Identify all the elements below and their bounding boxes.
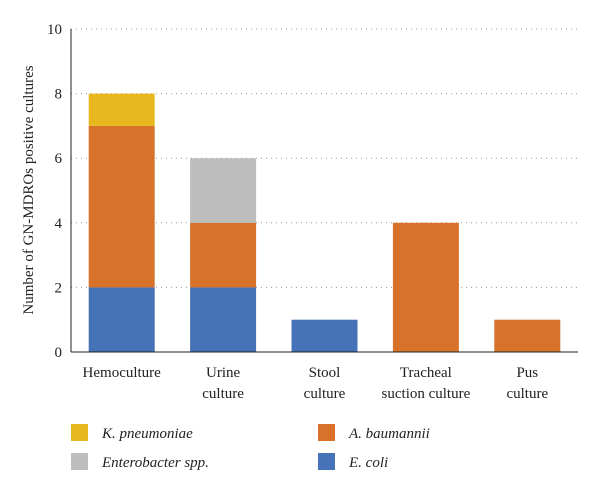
- legend-swatch-k-pneumoniae: [71, 424, 88, 441]
- axes: [70, 29, 578, 353]
- y-tick-label-1: 2: [55, 280, 63, 296]
- y-axis-label: Number of GN-MDROs positive cultures: [21, 65, 37, 314]
- bar-e-coli-1: [190, 287, 257, 352]
- y-tick-label-0: 0: [55, 345, 63, 361]
- x-category-label-4-1: culture: [506, 386, 548, 402]
- x-category-label-3-0: Tracheal: [400, 365, 452, 381]
- bar-a-baumannii-1: [190, 222, 257, 288]
- y-tick-labels: 0 2 4 6 8 10: [47, 22, 63, 361]
- y-tick-label-2: 4: [55, 216, 63, 232]
- legend-label-a-baumannii: A. baumannii: [348, 426, 430, 442]
- bar-e-coli-0: [88, 287, 155, 352]
- legend-swatch-e-coli: [318, 453, 335, 470]
- y-tick-label-4: 8: [55, 87, 63, 103]
- bar-e-coli-2: [291, 319, 358, 352]
- x-category-label-2-1: culture: [304, 386, 346, 402]
- x-category-label-3-1: suction culture: [382, 386, 471, 402]
- x-category-label-1-1: culture: [202, 386, 244, 402]
- x-category-label-2-0: Stool: [309, 365, 341, 381]
- legend-swatch-a-baumannii: [318, 424, 335, 441]
- x-category-label-0-0: Hemoculture: [83, 365, 162, 381]
- legend-label-e-coli: E. coli: [348, 455, 388, 471]
- bar-a-baumannii-3: [392, 222, 459, 352]
- legend-label-k-pneumoniae: K. pneumoniae: [101, 426, 193, 442]
- y-tick-label-3: 6: [55, 151, 63, 167]
- legend: K. pneumoniae A. baumannii Enterobacter sp…: [71, 424, 430, 471]
- bar-a-baumannii-0: [88, 125, 155, 288]
- x-category-label-1-0: Urine: [206, 365, 240, 381]
- legend-swatch-enterobacter-spp-: [71, 453, 88, 470]
- x-category-labels: Hemoculture Urine culture Stool culture Trach…: [83, 365, 549, 402]
- bar-a-baumannii-4: [494, 319, 561, 352]
- y-tick-label-5: 10: [47, 22, 62, 38]
- bar-enterobacter-spp--1: [190, 158, 257, 223]
- bars: [88, 93, 561, 352]
- legend-label-enterobacter-spp-: Enterobacter spp.: [101, 455, 209, 471]
- x-category-label-4-0: Pus: [516, 365, 538, 381]
- bar-k-pneumoniae-0: [88, 93, 155, 126]
